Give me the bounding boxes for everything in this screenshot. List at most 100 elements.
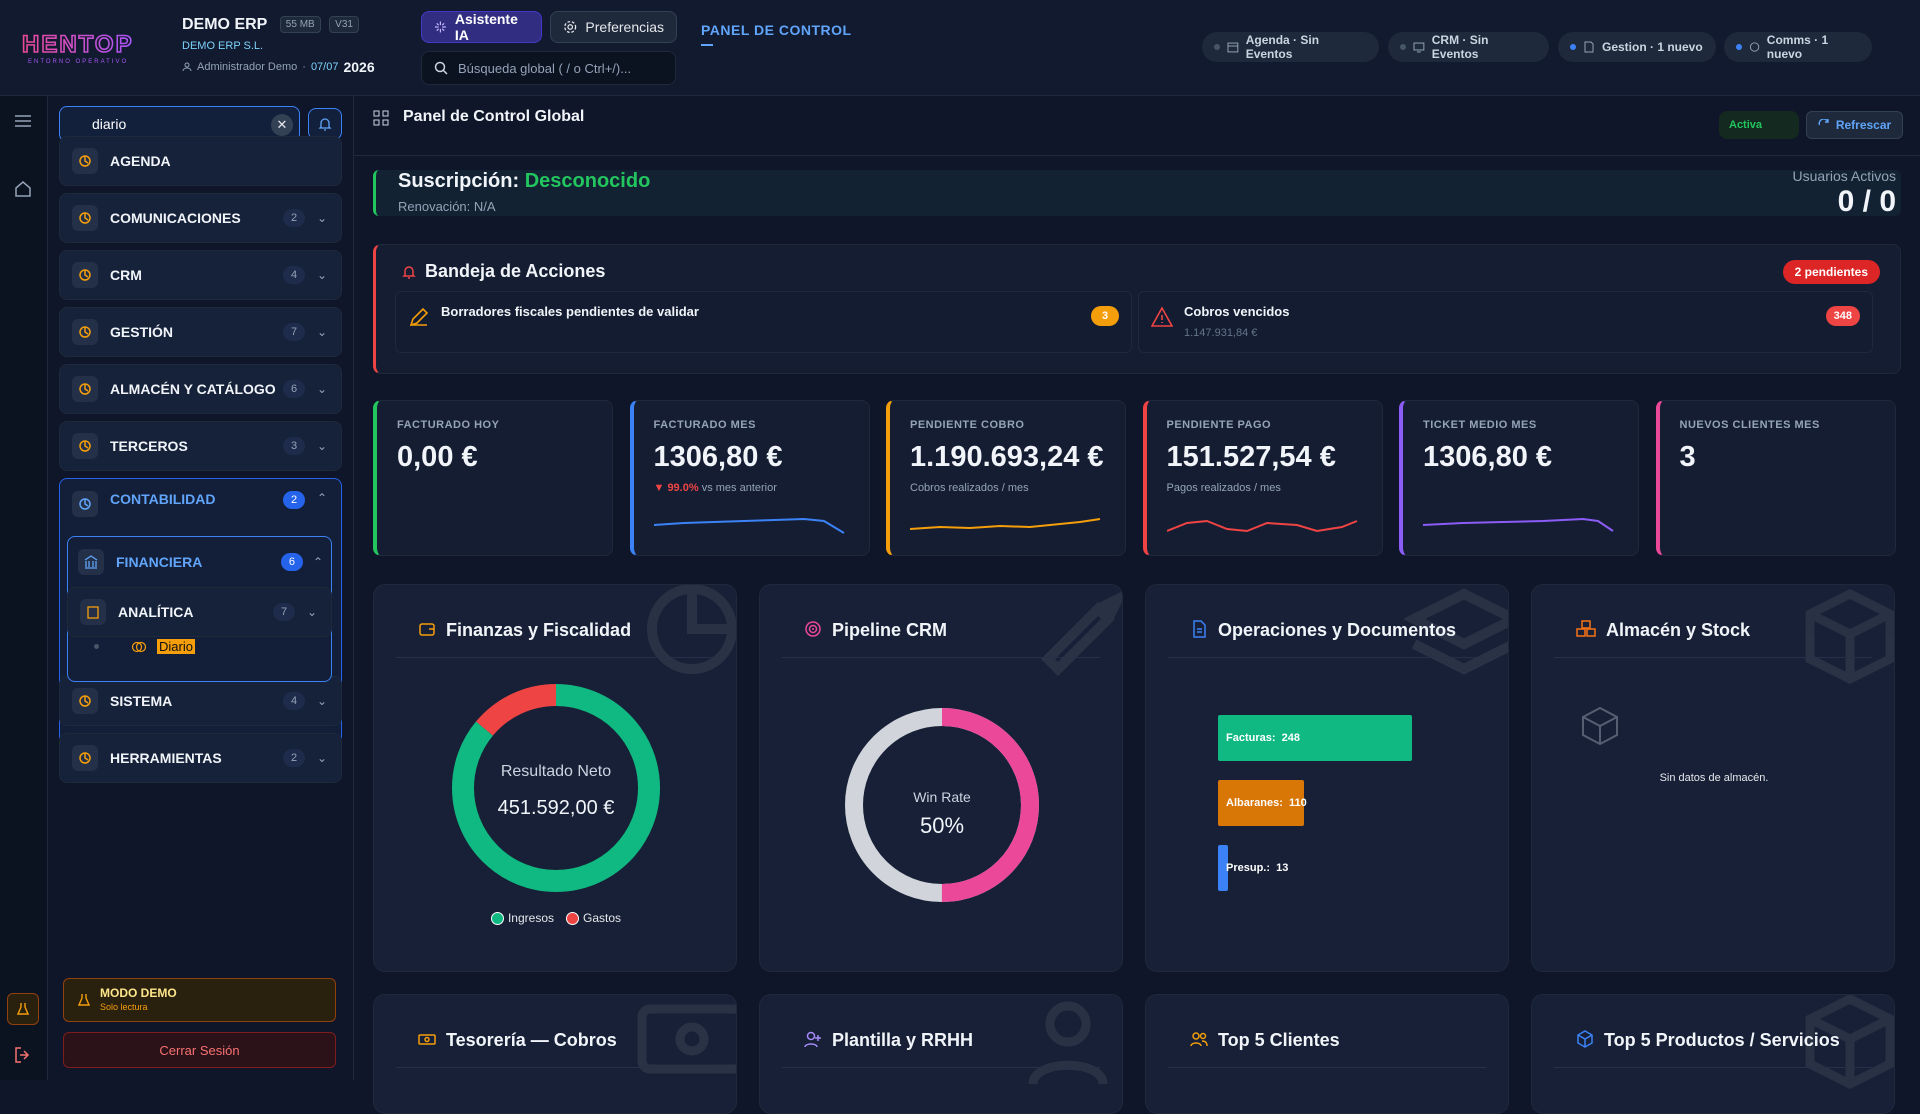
crm-status-chip[interactable]: CRM · Sin Eventos — [1388, 32, 1549, 62]
kpi-value: 3 — [1679, 441, 1696, 473]
sidebar-item-label: CONTABILIDAD — [110, 491, 216, 507]
kpi-card[interactable]: NUEVOS CLIENTES MES 3 — [1655, 400, 1896, 556]
bell-icon — [402, 265, 416, 279]
subscription-status: Desconocido — [524, 170, 651, 192]
sidebar-item-comunicaciones[interactable]: COMUNICACIONES 2 ⌄ — [59, 193, 342, 243]
top-clients-card-title: Top 5 Clientes — [1168, 1030, 1486, 1068]
sparkline-chart — [653, 517, 845, 534]
bar-value: 13 — [1276, 862, 1289, 874]
sidebar-item-label: GESTIÓN — [110, 324, 174, 340]
sidebar-item-agenda[interactable]: AGENDA — [59, 136, 342, 186]
chevron-down-icon[interactable]: ⌄ — [317, 751, 328, 765]
sidebar-item-almac-n-y-cat-logo[interactable]: ALMACÉN Y CATÁLOGO 6 ⌄ — [59, 364, 342, 414]
logout-button[interactable]: Cerrar Sesión — [63, 1032, 336, 1068]
users-icon — [1028, 1001, 1108, 1086]
win-rate-chart — [845, 708, 1039, 902]
notifications-button[interactable] — [308, 108, 342, 140]
demo-mode-subtitle: Solo lectura — [100, 1002, 148, 1012]
finance-card: Finanzas y Fiscalidad Resultado Neto 451… — [373, 584, 737, 972]
company-info: DEMO ERP 55 MB V31 DEMO ERP S.L. Adminis… — [182, 16, 375, 75]
chart-legend: Ingresos Gastos — [374, 911, 736, 925]
donut-segment-gastos[interactable] — [452, 684, 660, 892]
subscription-banner: Suscripción: Desconocido Renovación: N/A — [373, 170, 1901, 216]
kpi-value: 1306,80 € — [653, 441, 783, 473]
logout-icon[interactable] — [14, 1046, 32, 1064]
pipeline-card: Pipeline CRM Win Rate 50% — [759, 584, 1123, 972]
chevron-down-icon[interactable]: ⌄ — [307, 605, 318, 619]
legend-item[interactable]: Ingresos — [490, 911, 554, 925]
preferences-button[interactable]: Preferencias — [550, 11, 677, 43]
staff-card-title: Plantilla y RRHH — [782, 1030, 1100, 1068]
chevron-down-icon[interactable]: ⌄ — [317, 382, 328, 396]
kpi-label: FACTURADO MES — [653, 419, 756, 431]
global-search-input[interactable]: Búsqueda global ( / o Ctrl+/)... — [421, 51, 676, 85]
chat-icon — [1749, 42, 1759, 52]
session-date: 07/07 — [310, 61, 339, 73]
home-icon[interactable] — [14, 180, 32, 198]
sparkline-chart — [910, 518, 1101, 530]
status-badge: Activa — [1719, 111, 1799, 139]
tree-item-diario[interactable]: Diario — [94, 639, 195, 654]
sidebar-item-financiera[interactable]: FINANCIERA 6 ⌃ — [78, 545, 323, 579]
comms-status-chip[interactable]: Comms · 1 nuevo — [1724, 32, 1872, 62]
treasury-card: Tesorería — Cobros — [373, 994, 737, 1114]
gestion-status-chip[interactable]: Gestion · 1 nuevo — [1558, 32, 1716, 62]
hamburger-icon[interactable] — [14, 114, 32, 128]
sidebar-item-herramientas[interactable]: HERRAMIENTAS 2 ⌄ — [59, 733, 342, 783]
gear-icon — [564, 20, 577, 34]
bell-icon — [318, 118, 332, 131]
chevron-up-icon[interactable]: ⌃ — [312, 555, 323, 569]
chevron-down-icon[interactable]: ⌄ — [317, 325, 328, 339]
operations-card: Operaciones y Documentos Facturas: 248 Al… — [1145, 584, 1509, 972]
stock-empty-message: Sin datos de almacén. — [1659, 772, 1769, 784]
module-icon — [72, 376, 98, 402]
user-name: Administrador Demo — [197, 61, 298, 73]
kpi-card[interactable]: PENDIENTE COBRO 1.190.693,24 € Cobros real… — [886, 400, 1126, 556]
building-icon — [80, 599, 106, 625]
tab-panel-control[interactable]: PANEL DE CONTROL — [701, 22, 852, 46]
chevron-up-icon[interactable]: ⌃ — [317, 491, 328, 505]
sidebar-item-analitica[interactable]: ANALÍTICA 7 ⌄ — [67, 587, 332, 637]
grid-icon — [373, 110, 389, 126]
bar[interactable]: Presup.: 13 — [1218, 845, 1288, 891]
sidebar-item-label: TERCEROS — [110, 438, 188, 454]
stock-card: Almacén y Stock Sin datos de almacén. — [1531, 584, 1895, 972]
action-item[interactable]: Borradores fiscales pendientes de valida… — [395, 291, 1132, 353]
brand-logo[interactable]: HENTOP ENTORNO OPERATIVO — [22, 30, 146, 64]
refresh-button[interactable]: Refrescar — [1806, 111, 1903, 139]
sidebar-item-gesti-n[interactable]: GESTIÓN 7 ⌄ — [59, 307, 342, 357]
module-icon — [72, 688, 98, 714]
kpi-card[interactable]: TICKET MEDIO MES 1306,80 € — [1399, 400, 1639, 556]
agenda-status-chip[interactable]: Agenda · Sin Eventos — [1202, 32, 1379, 62]
kpi-card[interactable]: FACTURADO HOY 0,00 € — [373, 400, 613, 556]
bar-label: Facturas: — [1226, 732, 1276, 744]
sidebar-item-label: AGENDA — [110, 153, 171, 169]
bar[interactable]: Facturas: 248 — [1218, 715, 1412, 761]
clear-search-icon[interactable]: ✕ — [271, 114, 293, 136]
ai-assistant-button[interactable]: Asistente IA — [421, 11, 542, 43]
sidebar-item-terceros[interactable]: TERCEROS 3 ⌄ — [59, 421, 342, 471]
sidebar-item-crm[interactable]: CRM 4 ⌄ — [59, 250, 342, 300]
status-dot — [1400, 44, 1406, 50]
action-count-badge: 348 — [1825, 306, 1860, 326]
chevron-down-icon[interactable]: ⌄ — [317, 268, 328, 282]
chevron-down-icon[interactable]: ⌄ — [317, 439, 328, 453]
action-item[interactable]: Cobros vencidos 1.147.931,84 € 348 — [1138, 291, 1873, 353]
demo-mode-banner: MODO DEMO Solo lectura — [63, 978, 336, 1022]
chevron-down-icon[interactable]: ⌄ — [317, 211, 328, 225]
win-rate-arc[interactable] — [845, 708, 1039, 902]
chevron-down-icon[interactable]: ⌄ — [317, 694, 328, 708]
demo-flask-button[interactable] — [7, 993, 39, 1025]
legend-item[interactable]: Gastos — [566, 911, 621, 925]
kpi-card[interactable]: PENDIENTE PAGO 151.527,54 € Pagos realizad… — [1142, 400, 1383, 556]
finance-donut-chart — [452, 684, 660, 892]
fiscal-year[interactable]: 2026 — [343, 59, 375, 75]
kpi-card[interactable]: FACTURADO MES 1306,80 € ▼ 99.0% vs mes ant… — [629, 400, 870, 556]
bar-value: 248 — [1281, 732, 1301, 744]
status-dot — [1736, 44, 1742, 50]
sidebar-item-label: ALMACÉN Y CATÁLOGO — [110, 381, 276, 397]
sidebar-item-sistema[interactable]: SISTEMA 4 ⌄ — [59, 676, 342, 726]
treasury-card-title: Tesorería — Cobros — [396, 1030, 714, 1068]
bar[interactable]: Albaranes: 110 — [1218, 780, 1307, 826]
flask-icon — [78, 994, 90, 1006]
